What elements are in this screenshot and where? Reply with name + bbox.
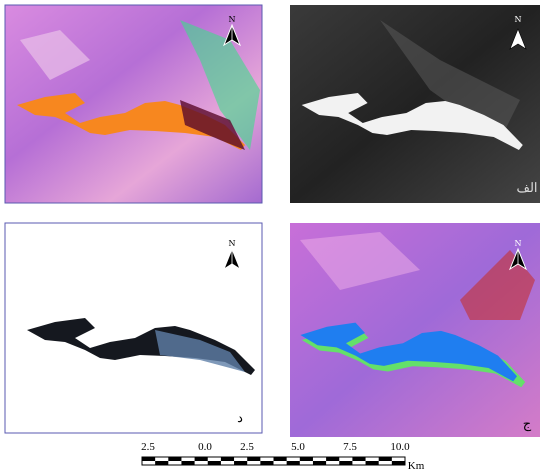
soil bbox=[460, 250, 535, 320]
panel-label: الف bbox=[516, 181, 537, 196]
panel-water-mask: N د bbox=[4, 222, 263, 434]
scale-tick-label: 7.5 bbox=[343, 441, 357, 453]
scale-segment bbox=[142, 457, 156, 461]
terrain bbox=[20, 30, 90, 80]
scale-tick-label: 2.5 bbox=[141, 441, 155, 453]
terrain bbox=[300, 232, 420, 290]
panel-label: ج bbox=[523, 417, 532, 432]
scale-segment bbox=[207, 461, 221, 465]
scale-segment bbox=[260, 461, 274, 465]
scale-segment bbox=[391, 461, 405, 465]
scale-segment bbox=[326, 457, 340, 461]
scale-segment bbox=[181, 461, 195, 465]
scale-segment bbox=[220, 457, 235, 461]
panel-classified: N ج bbox=[290, 223, 540, 437]
scale-segment bbox=[234, 461, 248, 465]
scale-segment bbox=[194, 457, 208, 461]
scale-tick-label: 5.0 bbox=[291, 441, 305, 453]
scale-segment bbox=[339, 461, 353, 465]
scale-segment bbox=[312, 461, 327, 465]
scale-tick-label: 10.0 bbox=[390, 441, 410, 453]
vegetation bbox=[180, 20, 260, 150]
lake-shallow bbox=[155, 330, 245, 372]
north-label: N bbox=[229, 15, 236, 24]
panel-grayscale: N الف bbox=[290, 5, 540, 203]
scale-tick-label: 2.5 bbox=[240, 441, 254, 453]
scale-segment bbox=[352, 457, 366, 461]
north-label: N bbox=[515, 239, 522, 248]
panel-color-composite: N bbox=[4, 4, 263, 204]
scale-segment bbox=[168, 457, 182, 461]
panel-label: د bbox=[237, 411, 243, 426]
scale-segment bbox=[247, 457, 261, 461]
terrain bbox=[380, 20, 520, 140]
scale-segment bbox=[365, 461, 379, 465]
scale-bar: 2.5 0.0 2.5 5.0 7.5 10.0 Km bbox=[141, 441, 425, 472]
scale-segment bbox=[273, 457, 287, 461]
north-label: N bbox=[229, 239, 236, 248]
scale-unit: Km bbox=[408, 460, 425, 472]
scale-segment bbox=[299, 457, 313, 461]
scale-segment bbox=[155, 461, 169, 465]
scale-segment bbox=[378, 457, 392, 461]
shore bbox=[180, 100, 245, 150]
scale-tick-label: 0.0 bbox=[198, 441, 212, 453]
north-label: N bbox=[515, 15, 522, 24]
scale-segment bbox=[286, 461, 300, 465]
